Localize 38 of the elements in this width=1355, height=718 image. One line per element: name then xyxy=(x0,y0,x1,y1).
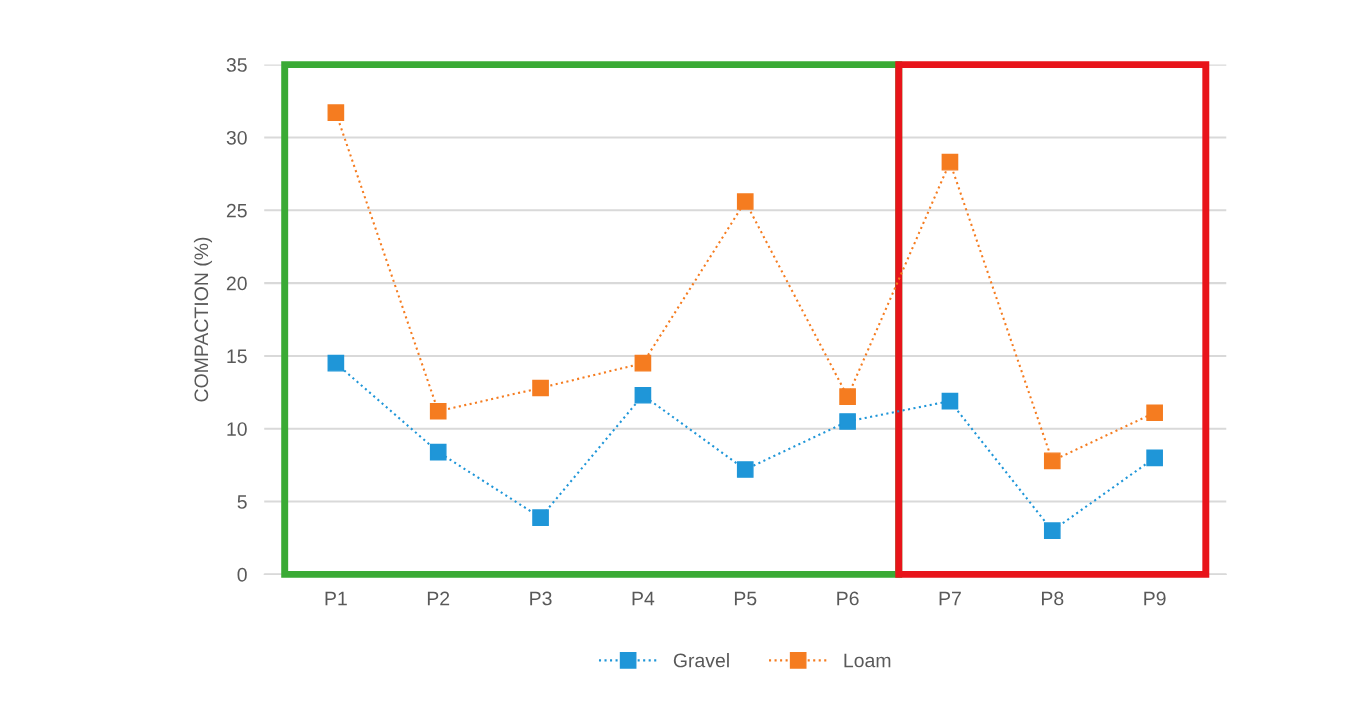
legend-label: Gravel xyxy=(673,653,729,668)
point xyxy=(1043,522,1061,540)
point xyxy=(839,413,856,430)
point xyxy=(736,461,754,478)
point xyxy=(429,443,447,461)
point xyxy=(327,354,345,372)
point xyxy=(634,354,652,372)
y-tick-label: 30 xyxy=(226,130,247,145)
x-tick-label: P3 xyxy=(530,591,552,606)
y-tick-label: 10 xyxy=(227,422,247,436)
y-axis-title: COMPACTION (%) xyxy=(193,237,213,402)
x-tick-label: P1 xyxy=(325,591,347,606)
point xyxy=(532,379,549,397)
x-tick-label: P9 xyxy=(1144,591,1166,606)
point xyxy=(1146,404,1163,422)
point xyxy=(736,193,754,210)
point xyxy=(634,386,652,404)
x-tick-label: P6 xyxy=(837,591,859,606)
x-tick-label: P7 xyxy=(939,591,961,606)
y-tick-label: 0 xyxy=(237,567,247,582)
x-tick-label: P8 xyxy=(1041,591,1064,606)
point xyxy=(327,104,345,122)
y-tick-label: 25 xyxy=(226,203,247,218)
y-tick-label: 15 xyxy=(227,349,247,364)
x-tick-label: P2 xyxy=(427,591,450,606)
point xyxy=(941,392,959,410)
legend-label: Loam xyxy=(844,653,891,668)
x-tick-label: P5 xyxy=(734,591,757,606)
point xyxy=(429,402,447,420)
y-tick-label: 20 xyxy=(226,276,247,291)
point xyxy=(1146,449,1163,467)
x-tick-label: P4 xyxy=(632,591,655,606)
point xyxy=(839,388,856,406)
y-tick-label: 5 xyxy=(237,495,247,509)
point xyxy=(1043,452,1061,470)
y-tick-label: 35 xyxy=(226,58,247,72)
point xyxy=(532,509,549,526)
point xyxy=(941,153,959,171)
